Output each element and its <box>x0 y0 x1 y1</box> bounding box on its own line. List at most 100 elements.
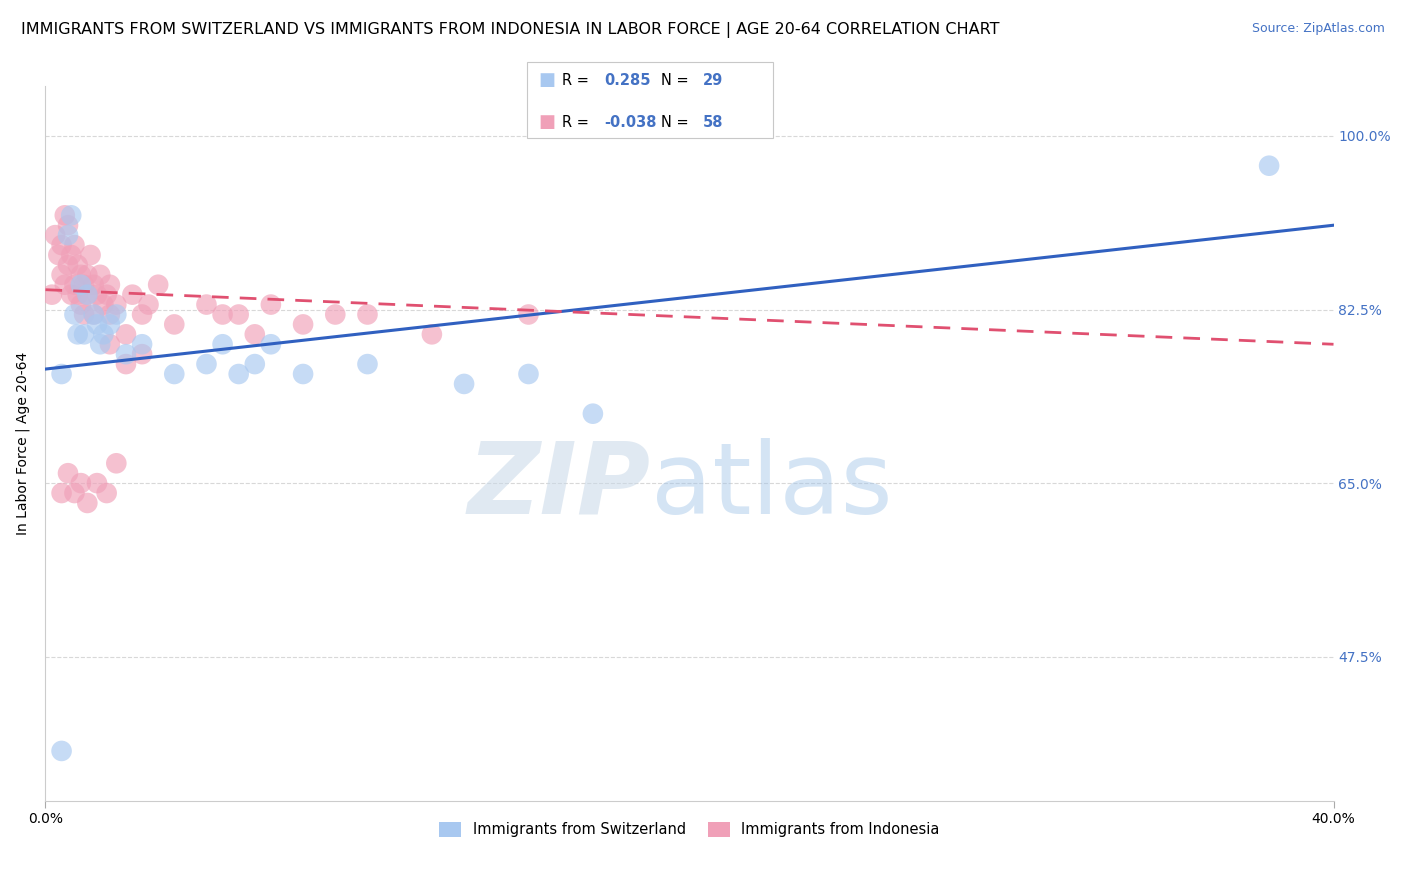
Point <box>70 297 93 311</box>
Point <box>60 208 83 222</box>
Point <box>356 357 378 371</box>
Point <box>211 308 233 322</box>
Point <box>260 297 283 311</box>
Point <box>131 347 153 361</box>
Point <box>51 744 73 758</box>
Point <box>48 248 70 262</box>
Point <box>115 327 138 342</box>
Text: ■: ■ <box>538 113 555 131</box>
Text: -0.038: -0.038 <box>605 115 657 129</box>
Point <box>73 327 96 342</box>
Point <box>60 287 83 301</box>
Point <box>98 337 121 351</box>
Point <box>243 357 266 371</box>
Point <box>86 287 108 301</box>
Point <box>131 337 153 351</box>
Legend: Immigrants from Switzerland, Immigrants from Indonesia: Immigrants from Switzerland, Immigrants … <box>433 816 946 843</box>
Point <box>138 297 160 311</box>
Point <box>93 297 115 311</box>
Point <box>83 277 105 292</box>
Text: atlas: atlas <box>651 438 893 535</box>
Point <box>211 337 233 351</box>
Point <box>86 476 108 491</box>
Point <box>53 208 76 222</box>
Point <box>148 277 170 292</box>
Point <box>56 228 79 243</box>
Point <box>70 277 93 292</box>
Point <box>66 327 89 342</box>
Point <box>98 277 121 292</box>
Point <box>63 238 86 252</box>
Point <box>76 496 98 510</box>
Point <box>51 238 73 252</box>
Text: 58: 58 <box>703 115 724 129</box>
Point <box>83 308 105 322</box>
Point <box>453 376 475 391</box>
Point <box>105 456 128 470</box>
Point <box>195 357 218 371</box>
Point <box>73 308 96 322</box>
Point <box>44 228 66 243</box>
Point <box>63 308 86 322</box>
Point <box>115 347 138 361</box>
Point <box>73 277 96 292</box>
Point <box>86 318 108 332</box>
Point <box>105 297 128 311</box>
Point <box>96 486 118 500</box>
Point <box>76 268 98 282</box>
Point <box>228 367 250 381</box>
Point <box>131 308 153 322</box>
Point <box>105 308 128 322</box>
Point <box>51 367 73 381</box>
Point <box>292 367 315 381</box>
Point <box>228 308 250 322</box>
Text: 0.285: 0.285 <box>605 73 651 87</box>
Text: N =: N = <box>661 73 693 87</box>
Point <box>163 318 186 332</box>
Text: 29: 29 <box>703 73 723 87</box>
Text: IMMIGRANTS FROM SWITZERLAND VS IMMIGRANTS FROM INDONESIA IN LABOR FORCE | AGE 20: IMMIGRANTS FROM SWITZERLAND VS IMMIGRANT… <box>21 22 1000 38</box>
Point <box>56 466 79 480</box>
Point <box>56 218 79 232</box>
Point <box>243 327 266 342</box>
Point <box>115 357 138 371</box>
Point <box>70 268 93 282</box>
Point <box>76 287 98 301</box>
Point <box>66 258 89 272</box>
Point <box>260 337 283 351</box>
Point <box>79 248 101 262</box>
Text: ZIP: ZIP <box>468 438 651 535</box>
Point <box>41 287 63 301</box>
Point <box>93 327 115 342</box>
Text: N =: N = <box>661 115 693 129</box>
Point <box>96 287 118 301</box>
Point <box>121 287 143 301</box>
Point <box>63 486 86 500</box>
Point <box>83 308 105 322</box>
Point <box>195 297 218 311</box>
Point <box>98 318 121 332</box>
Text: R =: R = <box>562 115 593 129</box>
Point <box>89 337 111 351</box>
Point <box>1258 159 1281 173</box>
Point <box>70 476 93 491</box>
Point <box>517 308 540 322</box>
Point <box>163 367 186 381</box>
Point <box>292 318 315 332</box>
Point <box>60 248 83 262</box>
Point <box>53 277 76 292</box>
Point <box>51 268 73 282</box>
Point <box>63 277 86 292</box>
Point <box>66 287 89 301</box>
Point <box>89 268 111 282</box>
Point <box>517 367 540 381</box>
Point <box>76 287 98 301</box>
Point <box>98 308 121 322</box>
Text: R =: R = <box>562 73 593 87</box>
Point <box>51 486 73 500</box>
Y-axis label: In Labor Force | Age 20-64: In Labor Force | Age 20-64 <box>15 351 30 535</box>
Point <box>420 327 443 342</box>
Point <box>356 308 378 322</box>
Text: Source: ZipAtlas.com: Source: ZipAtlas.com <box>1251 22 1385 36</box>
Point <box>56 258 79 272</box>
